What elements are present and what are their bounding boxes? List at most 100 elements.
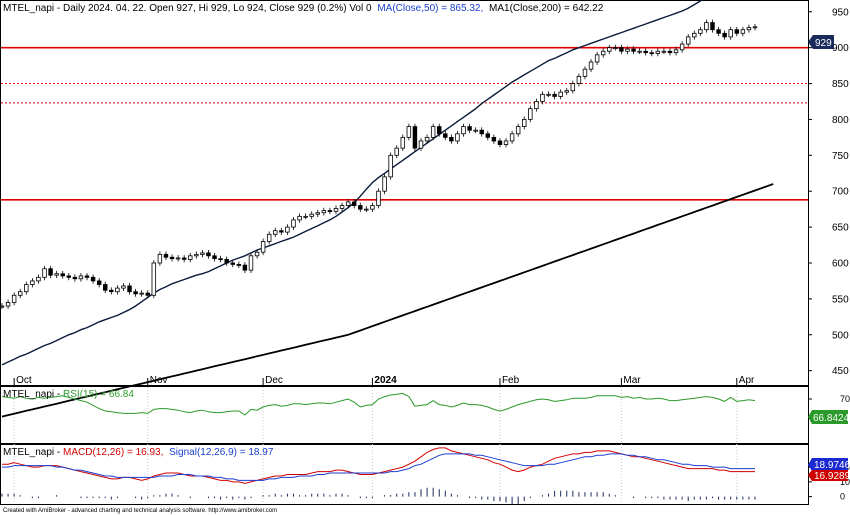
candle — [455, 130, 460, 144]
candle — [558, 89, 563, 100]
candle-body — [698, 29, 703, 34]
candle — [722, 30, 727, 40]
candle — [109, 287, 114, 295]
candle-body — [157, 253, 163, 264]
candle — [339, 202, 345, 212]
candle — [625, 46, 630, 55]
price-y-tick-label: 550 — [832, 294, 849, 305]
candle-body — [734, 29, 740, 34]
macd-badge-label: 16.9289 — [814, 471, 850, 482]
candle — [17, 288, 23, 299]
candle — [546, 91, 551, 98]
candle — [382, 173, 387, 195]
candle — [163, 251, 169, 261]
candle — [24, 281, 29, 295]
candle — [181, 255, 187, 263]
candle-body — [540, 93, 545, 102]
candle — [692, 30, 697, 40]
candle-body — [728, 29, 733, 38]
price-title-main: MTEL_napi - Daily 2024. 04. 22. Open 927… — [3, 3, 372, 14]
candle-body — [351, 201, 357, 206]
candle-body — [139, 292, 144, 295]
candle-body — [248, 255, 254, 271]
candle-body — [528, 108, 533, 120]
candle-body — [449, 136, 454, 142]
candle — [145, 290, 150, 299]
candle — [424, 134, 430, 144]
macd-title-name: MTEL_napi - — [3, 447, 63, 458]
candle-body — [631, 48, 636, 52]
candle — [291, 217, 296, 230]
candle — [364, 206, 369, 213]
candle — [400, 134, 406, 152]
candle-body — [752, 26, 758, 29]
candle — [564, 87, 569, 96]
candle — [497, 138, 503, 148]
macd-title: MTEL_napi - MACD(12,26) = 16.93, Signal(… — [3, 447, 274, 458]
signal-line — [2, 453, 755, 481]
candle — [218, 255, 223, 263]
candle — [297, 213, 302, 223]
candle-body — [692, 32, 697, 38]
candle-body — [412, 126, 418, 149]
candle-body — [212, 255, 217, 260]
candle-body — [358, 205, 363, 210]
candle-body — [60, 273, 65, 277]
candle-body — [424, 136, 430, 142]
candle-body — [42, 268, 47, 278]
candle-body — [273, 230, 278, 235]
candle — [412, 123, 418, 152]
candle-body — [90, 276, 96, 282]
candle-body — [558, 91, 563, 97]
candle — [260, 238, 266, 256]
candle-body — [145, 292, 150, 296]
candle-body — [36, 276, 41, 282]
price-y-tick-label: 650 — [832, 223, 849, 234]
candle-body — [115, 287, 120, 293]
price-y-tick-label: 950 — [832, 7, 849, 18]
candle-body — [169, 256, 175, 260]
candle — [42, 265, 47, 281]
candle-body — [333, 208, 339, 212]
candle-body — [78, 275, 84, 280]
macd-title-signal: Signal(12,26,9) = 18.97 — [169, 447, 274, 458]
candle-body — [613, 47, 618, 50]
candle-body — [66, 275, 72, 278]
price-y-tick-label: 750 — [832, 151, 849, 162]
candle-body — [600, 50, 606, 56]
candle-body — [321, 210, 327, 214]
candle — [631, 46, 636, 55]
candle — [734, 26, 740, 37]
candle — [704, 19, 709, 33]
candle — [358, 202, 363, 213]
candle-body — [48, 268, 53, 276]
candle-body — [667, 50, 673, 54]
candle-body — [400, 136, 406, 149]
candle — [212, 252, 217, 262]
candle-body — [406, 126, 412, 138]
candle — [522, 116, 527, 130]
candle — [248, 252, 254, 274]
price-y-tick-label: 700 — [832, 187, 849, 198]
price-y-tick-label: 600 — [832, 258, 849, 269]
candle — [54, 270, 59, 279]
candle-body — [84, 275, 90, 278]
candle — [224, 256, 229, 266]
candle-body — [260, 241, 266, 253]
candle — [515, 123, 521, 137]
candle-body — [582, 68, 588, 77]
candle-body — [279, 230, 284, 233]
candle-body — [479, 129, 484, 135]
price-badge: 929 — [808, 35, 834, 49]
candle-body — [461, 126, 466, 135]
candle — [115, 285, 120, 295]
candle — [254, 249, 260, 259]
rsi-badge: 66.8424 — [808, 410, 850, 424]
candle — [0, 303, 5, 309]
macd-y-tick-label: 0 — [840, 492, 845, 502]
candle-body — [673, 49, 679, 54]
rsi-badge-label: 66.8424 — [813, 413, 850, 424]
candle — [509, 130, 515, 144]
price-title: MTEL_napi - Daily 2024. 04. 22. Open 927… — [3, 3, 604, 14]
x-tick-label: Mar — [623, 375, 641, 386]
